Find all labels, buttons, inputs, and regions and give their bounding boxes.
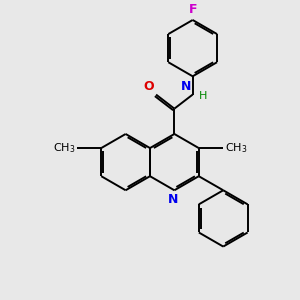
Text: N: N — [181, 80, 191, 93]
Text: CH$_3$: CH$_3$ — [225, 141, 248, 155]
Text: O: O — [143, 80, 154, 93]
Text: N: N — [168, 193, 178, 206]
Text: F: F — [188, 3, 197, 16]
Text: CH$_3$: CH$_3$ — [52, 141, 75, 155]
Text: H: H — [199, 91, 207, 101]
